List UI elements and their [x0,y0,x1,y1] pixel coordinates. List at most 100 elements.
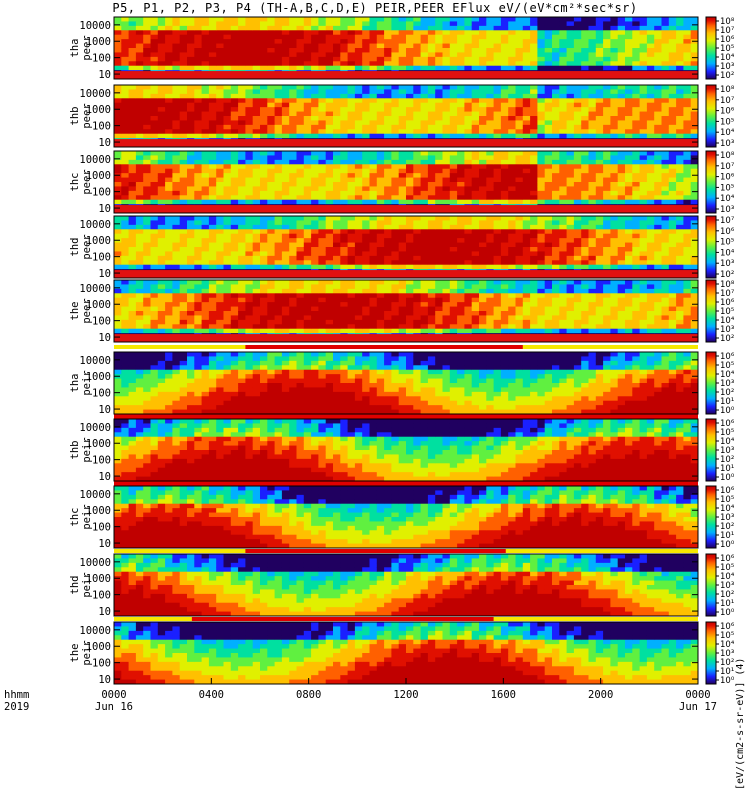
spectrogram-cell [530,177,538,183]
spectrogram-cell [427,238,436,243]
spectrogram-cell [413,124,421,130]
spectrogram-cell [479,52,487,58]
spectrogram-cell [333,255,341,261]
spectrogram-cell [537,61,546,67]
spectrogram-cell [296,186,305,192]
spectrogram-cell [442,168,451,174]
spectrogram-cell [325,229,334,235]
spectrogram-cell [391,25,400,31]
spectrogram-cell [157,116,166,121]
spectrogram-cell [143,284,151,290]
spectrogram-cell [128,93,137,99]
spectrogram-cell [311,311,319,316]
spectrogram-cell [595,102,604,108]
spectrogram-cell [646,155,655,161]
spectrogram-cell [369,93,378,99]
spectrogram-cell [179,164,188,170]
spectrogram-cell [427,89,436,95]
spectrogram-cell [165,255,173,261]
spectrogram-cell [187,284,195,290]
spectrogram-cell [362,190,370,196]
spectrogram-cell [603,177,611,183]
spectrogram-cell [690,65,699,71]
spectrogram-cell [150,293,159,299]
spectrogram-cell [114,195,122,201]
spectrogram-cell [325,190,334,196]
spectrogram-cell [172,30,181,36]
spectrogram-cell [267,238,275,243]
spectrogram-cell [165,102,173,108]
spectrogram-cell [537,43,546,49]
spectrogram-cell [530,93,538,99]
spectrogram-cell [493,30,502,36]
spectrogram-cell [333,116,341,121]
spectrogram-cell [128,164,137,170]
spectrogram-cell [114,260,122,266]
spectrogram-cell [435,21,443,27]
spectrogram-cell [340,159,348,165]
spectrogram-cell [325,260,334,266]
spectrogram-cell [187,39,195,44]
spectrogram-cell [208,61,217,67]
spectrogram-cell [267,30,275,36]
spectrogram-cell [413,229,421,235]
spectrogram-cell [172,93,181,99]
spectrogram-cell [646,65,655,71]
spectrogram-cell [223,251,232,257]
spectrogram-cell [464,195,473,201]
spectrogram-cell [128,124,137,130]
spectrogram-cell [566,164,575,170]
spectrogram-cell [296,159,305,165]
spectrogram-cell [289,21,297,27]
spectrogram-cell [690,159,699,165]
spectrogram-cell [442,34,451,40]
spectrogram-cell [559,264,567,270]
spectrogram-cell [114,43,122,49]
spectrogram-cell [603,65,611,71]
spectrogram-cell [654,30,662,36]
spectrogram-cell [595,247,604,252]
spectrogram-cell [157,306,166,312]
spectrogram-cell [406,120,414,126]
spectrogram-cell [457,164,465,170]
spectrogram-cell [281,190,290,196]
spectrogram-cell [690,61,699,67]
spectrogram-cell [406,186,414,192]
spectrogram-cell [187,293,195,299]
spectrogram-cell [683,159,692,165]
spectrogram-cell [683,255,692,261]
spectrogram-cell [223,260,232,266]
spectrogram-cell [223,293,232,299]
spectrogram-cell [318,48,327,53]
spectrogram-cell [610,124,619,130]
spectrogram-cell [537,159,546,165]
spectrogram-cell [676,182,684,187]
spectrogram-cell [325,186,334,192]
spectrogram-cell [544,21,553,27]
spectrogram-cell [274,251,283,257]
spectrogram-cell [427,61,436,67]
spectrogram-cell [457,48,465,53]
spectrogram-cell [566,173,575,178]
spectrogram-cell [581,195,589,201]
spectrogram-cell [143,129,151,135]
spectrogram-cell [289,30,297,36]
spectrogram-cell [406,61,414,67]
spectrogram-cell [362,30,370,36]
spectrogram-cell [150,182,159,187]
spectrogram-cell [135,107,144,112]
spectrogram-cell [464,251,473,257]
spectrogram-cell [427,39,436,44]
spectrogram-cell [588,85,597,90]
spectrogram-cell [639,30,648,36]
spectrogram-cell [165,56,173,62]
spectrogram-cell [303,98,312,104]
spectrogram-cell [588,168,597,174]
spectrogram-cell [420,224,429,230]
spectrogram-cell [435,229,443,235]
spectrogram-cell [457,238,465,243]
spectrogram-cell [303,21,312,27]
spectrogram-cell [646,98,655,104]
spectrogram-cell [595,216,604,221]
spectrogram-cell [187,89,195,95]
